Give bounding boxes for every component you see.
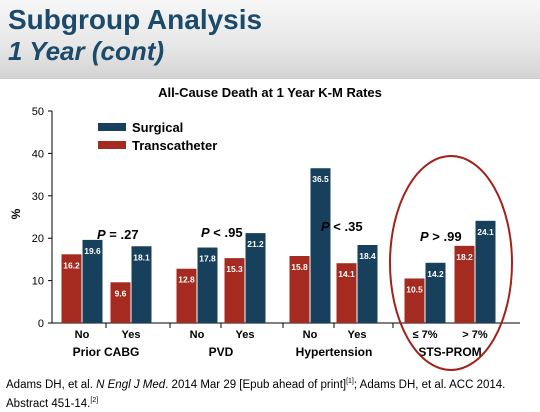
bar-label-surgical: 24.1 xyxy=(477,227,494,237)
group-label: Prior CABG xyxy=(73,345,140,359)
slide-header: Subgroup Analysis 1 Year (cont) xyxy=(0,0,540,79)
bar-label-surgical: 19.6 xyxy=(84,246,101,256)
y-axis-label: % xyxy=(9,208,23,219)
bar-label-surgical: 18.4 xyxy=(359,251,376,261)
bar-transcatheter xyxy=(336,263,357,323)
bar-transcatheter xyxy=(289,256,310,323)
y-tick-label: 20 xyxy=(32,233,44,245)
bar-surgical xyxy=(197,247,218,323)
bar-surgical xyxy=(245,233,266,323)
bar-surgical xyxy=(131,246,152,323)
citation-journal: N Engl J Med xyxy=(96,378,166,391)
bar-transcatheter xyxy=(404,278,425,323)
group-label: STS-PROM xyxy=(418,345,481,359)
bar-transcatheter xyxy=(454,245,475,323)
citation: Adams DH, et al. N Engl J Med. 2014 Mar … xyxy=(6,374,536,412)
bar-label-surgical: 36.5 xyxy=(312,174,329,184)
bar-label-transcatheter: 9.6 xyxy=(115,288,127,298)
bar-label-transcatheter: 18.2 xyxy=(456,252,473,262)
y-tick-label: 30 xyxy=(32,191,44,203)
legend-label: Surgical xyxy=(132,120,183,135)
bar-label-transcatheter: 14.1 xyxy=(338,269,355,279)
y-tick-label: 40 xyxy=(32,148,44,160)
bar-label-surgical: 18.1 xyxy=(133,252,150,262)
x-tick-label: Yes xyxy=(348,329,367,341)
y-tick-label: 10 xyxy=(32,276,44,288)
bar-label-surgical: 17.8 xyxy=(199,254,216,264)
bar-surgical xyxy=(310,168,331,323)
citation-text-1: Adams DH, et al. xyxy=(6,378,97,391)
p-value-label: P = .27 xyxy=(97,227,139,242)
bar-label-transcatheter: 12.8 xyxy=(178,275,195,285)
x-tick-label: No xyxy=(303,329,318,341)
bar-surgical xyxy=(475,220,496,323)
bar-label-transcatheter: 15.8 xyxy=(291,262,308,272)
slide-title: Subgroup Analysis xyxy=(8,4,263,35)
x-tick-label: Yes xyxy=(236,329,255,341)
bar-label-transcatheter: 16.2 xyxy=(63,260,80,270)
y-tick-label: 0 xyxy=(38,318,44,330)
group-label: PVD xyxy=(209,345,234,359)
bar-transcatheter xyxy=(61,254,82,323)
bar-surgical xyxy=(82,239,103,323)
bar-surgical xyxy=(357,244,378,323)
citation-ref-2: [2] xyxy=(90,396,99,404)
x-tick-label: ≤ 7% xyxy=(413,329,438,341)
y-tick-label: 50 xyxy=(32,106,44,118)
bar-label-surgical: 21.2 xyxy=(247,239,264,249)
bar-transcatheter xyxy=(224,258,245,323)
chart-title: All-Cause Death at 1 Year K-M Rates xyxy=(158,85,382,100)
x-tick-label: Yes xyxy=(122,329,141,341)
bar-transcatheter xyxy=(176,268,197,323)
citation-ref-1: [1] xyxy=(346,378,354,385)
group-label: Hypertension xyxy=(296,345,373,359)
highlight-ellipse xyxy=(389,155,513,371)
slide-subtitle: 1 Year (cont) xyxy=(8,36,165,66)
bar-label-transcatheter: 10.5 xyxy=(406,284,423,294)
citation-text-2: . 2014 Mar 29 [Epub ahead of print] xyxy=(165,378,347,391)
p-value-label: P < .95 xyxy=(201,225,243,240)
x-tick-label: > 7% xyxy=(462,329,488,341)
x-tick-label: No xyxy=(190,329,205,341)
bar-surgical xyxy=(425,262,446,323)
bar-transcatheter xyxy=(110,282,131,323)
p-value-label: P < .35 xyxy=(321,219,363,234)
p-value-label: P > .99 xyxy=(420,229,462,244)
bar-label-surgical: 14.2 xyxy=(427,269,444,279)
legend-label: Transcatheter xyxy=(132,138,217,153)
x-tick-label: No xyxy=(75,329,90,341)
legend-swatch xyxy=(98,123,126,131)
bar-label-transcatheter: 15.3 xyxy=(226,264,243,274)
legend-swatch xyxy=(98,141,126,149)
